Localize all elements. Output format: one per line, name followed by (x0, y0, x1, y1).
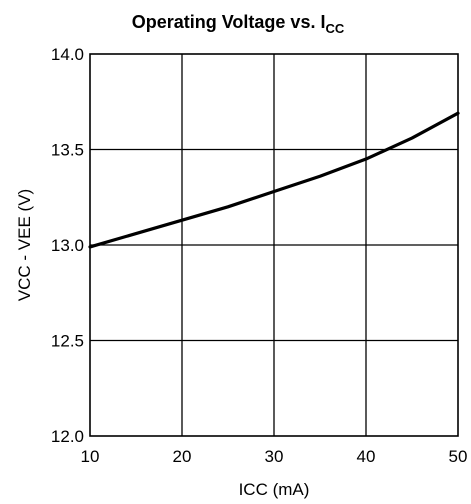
x-tick-label: 30 (265, 447, 284, 466)
x-axis-title: ICC (mA) (239, 480, 310, 499)
chart-title-main: Operating Voltage vs. I (132, 12, 326, 32)
y-tick-label: 13.5 (51, 141, 84, 160)
x-tick-label: 20 (173, 447, 192, 466)
y-axis-title: VCC - VEE (V) (15, 189, 34, 301)
y-tick-label: 13.0 (51, 236, 84, 255)
y-tick-label: 12.5 (51, 332, 84, 351)
y-tick-label: 12.0 (51, 427, 84, 446)
grid (90, 54, 458, 436)
series-line (88, 111, 460, 249)
x-tick-label: 50 (449, 447, 468, 466)
plot-frame (89, 53, 459, 437)
chart-title: Operating Voltage vs. ICC (132, 12, 345, 36)
y-tick-label: 14.0 (51, 45, 84, 64)
x-tick-label: 40 (357, 447, 376, 466)
x-tick-label: 10 (81, 447, 100, 466)
chart-title-subscript: CC (325, 21, 344, 36)
x-tick-labels: 10 20 30 40 50 (81, 447, 468, 466)
y-tick-labels: 12.0 12.5 13.0 13.5 14.0 (51, 45, 84, 446)
series-layer (88, 111, 460, 249)
